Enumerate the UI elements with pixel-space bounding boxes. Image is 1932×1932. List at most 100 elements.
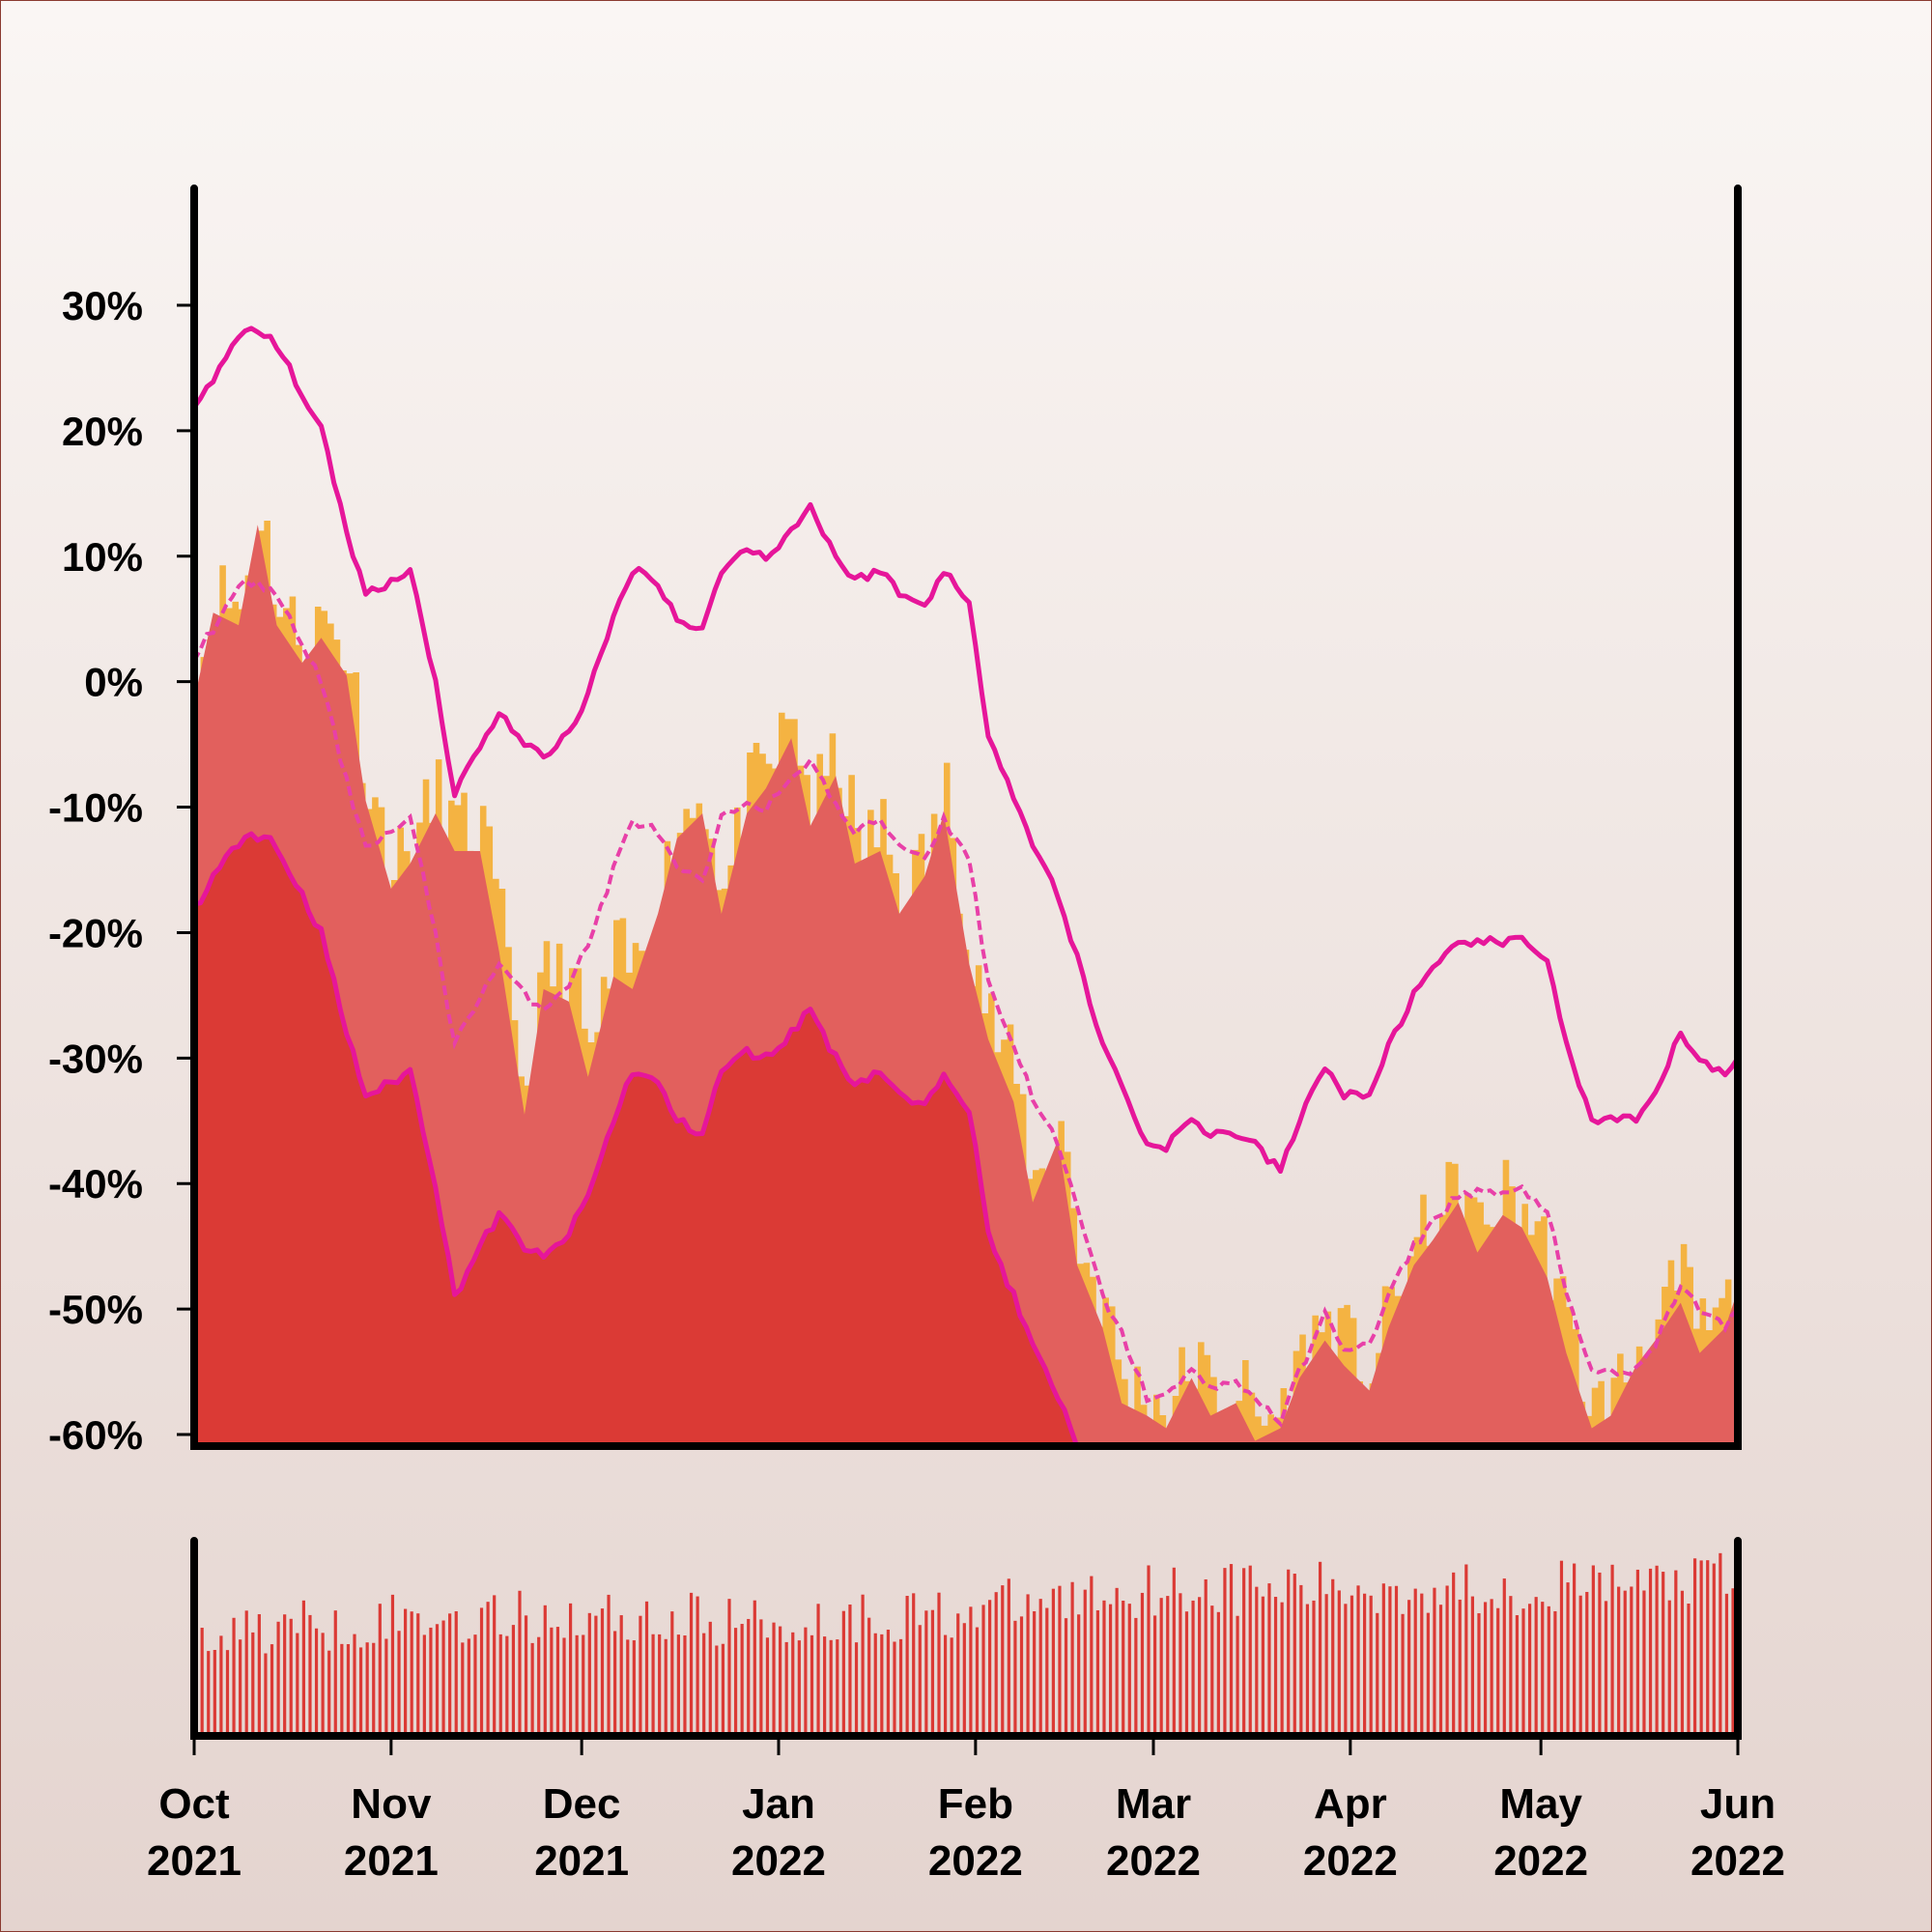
volume-bar	[390, 1594, 395, 1736]
volume-bar	[493, 1595, 497, 1736]
volume-bar	[1273, 1597, 1278, 1736]
volume-bar	[435, 1624, 440, 1736]
volume-bar	[1534, 1597, 1538, 1736]
volume-bar	[1293, 1574, 1296, 1736]
volume-bar	[1458, 1599, 1462, 1736]
volume-bar	[1598, 1572, 1602, 1736]
volume-bar	[962, 1623, 966, 1736]
volume-bar	[924, 1610, 928, 1736]
volume-bar	[1095, 1610, 1100, 1736]
main-plot-area	[194, 326, 1738, 1446]
x-tick-year: 2021	[147, 1837, 242, 1885]
volume-bar	[1166, 1596, 1170, 1736]
volume-bar	[543, 1605, 547, 1736]
y-tick-label: 10%	[62, 534, 143, 580]
volume-bar	[257, 1614, 261, 1736]
volume-bar	[568, 1603, 573, 1736]
volume-bar	[1674, 1570, 1678, 1736]
volume-bar	[1719, 1552, 1722, 1736]
volume-bar	[1140, 1592, 1145, 1736]
volume-bar	[511, 1625, 516, 1736]
volume-bar	[613, 1631, 617, 1736]
volume-bar	[930, 1609, 935, 1736]
volume-bar	[708, 1621, 712, 1736]
volume-bar	[1363, 1593, 1367, 1736]
volume-bar	[200, 1628, 204, 1736]
volume-bar	[1496, 1607, 1500, 1736]
volume-bar	[1159, 1598, 1163, 1736]
volume-bar	[1566, 1582, 1570, 1736]
volume-bar	[969, 1606, 973, 1736]
volume-bar	[1007, 1578, 1010, 1736]
volume-bar	[1127, 1604, 1131, 1736]
y-tick-label: -10%	[48, 785, 143, 831]
volume-bar	[498, 1634, 502, 1736]
x-tick-month: Oct	[158, 1780, 230, 1828]
volume-bar	[867, 1617, 871, 1736]
volume-bar	[1433, 1587, 1436, 1736]
volume-bar	[1687, 1604, 1690, 1736]
volume-bar	[823, 1636, 827, 1736]
volume-bar	[1706, 1560, 1710, 1736]
volume-bar	[365, 1642, 369, 1736]
volume-bar	[1255, 1586, 1259, 1736]
volume-bar	[880, 1634, 884, 1736]
volume-bar	[1070, 1581, 1074, 1736]
volume-bar	[594, 1615, 598, 1736]
volume-bar	[225, 1650, 230, 1736]
volume-bar	[715, 1645, 719, 1736]
volume-bar	[486, 1602, 490, 1736]
y-tick-label: -60%	[48, 1412, 143, 1458]
volume-bar	[988, 1600, 992, 1736]
volume-bar	[810, 1634, 814, 1736]
volume-bar	[372, 1642, 376, 1736]
volume-bar	[733, 1628, 738, 1736]
volume-bar	[276, 1621, 280, 1736]
volume-bar	[397, 1631, 401, 1736]
volume-bar	[816, 1604, 820, 1736]
volume-bar	[1477, 1613, 1481, 1736]
volume-bar	[1261, 1596, 1264, 1736]
volume-bar	[555, 1627, 560, 1736]
y-tick-label: -40%	[48, 1161, 143, 1207]
volume-bar	[207, 1651, 211, 1736]
y-axis: 30% 20% 10% 0% -10% -20% -30% -40% -50% -60%	[48, 283, 194, 1458]
volume-bar	[467, 1638, 470, 1736]
volume-bar	[404, 1608, 408, 1736]
volume-bar	[702, 1633, 706, 1736]
volume-bar	[448, 1613, 452, 1736]
volume-bar	[981, 1605, 985, 1736]
volume-bar	[1280, 1602, 1284, 1736]
x-tick-month: May	[1499, 1780, 1582, 1828]
volume-bar	[943, 1634, 948, 1736]
volume-bar	[696, 1596, 699, 1736]
volume-bar	[841, 1610, 845, 1736]
volume-bar	[333, 1610, 337, 1736]
volume-bar	[1013, 1620, 1017, 1736]
volume-bar	[829, 1639, 833, 1736]
volume-bar	[530, 1642, 534, 1736]
volume-bar	[537, 1636, 541, 1736]
volume-bar	[244, 1610, 248, 1736]
volume-bar	[1083, 1589, 1087, 1736]
volume-bar	[1452, 1572, 1456, 1736]
volume-bar	[912, 1593, 916, 1736]
volume-bar	[727, 1599, 731, 1736]
volume-bar	[905, 1596, 909, 1736]
volume-bar	[441, 1620, 445, 1736]
volume-bar	[1635, 1569, 1639, 1736]
x-tick-month: Jun	[1700, 1780, 1776, 1828]
volume-bar	[340, 1643, 344, 1736]
x-tick-month: Mar	[1116, 1780, 1191, 1828]
volume-bar	[1731, 1588, 1735, 1736]
plot-frame	[190, 185, 1742, 1740]
volume-bar	[854, 1642, 859, 1736]
volume-bar	[836, 1639, 839, 1736]
volume-bar	[314, 1628, 319, 1736]
volume-bar	[1001, 1585, 1005, 1736]
volume-bar	[1617, 1586, 1621, 1736]
volume-bar	[873, 1633, 877, 1736]
volume-bar	[1051, 1588, 1055, 1736]
volume-bar	[1134, 1617, 1138, 1736]
